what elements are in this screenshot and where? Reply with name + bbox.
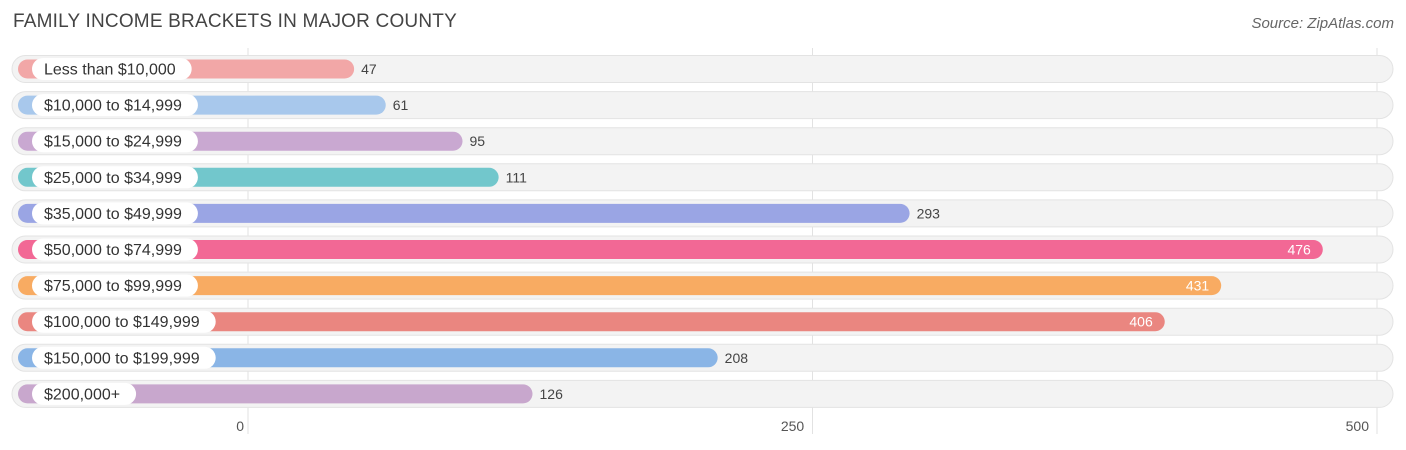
category-pill (32, 238, 198, 261)
category-label: $50,000 to $74,999 (44, 242, 182, 259)
x-tick-label: 250 (781, 418, 805, 434)
category-label: $10,000 to $14,999 (44, 98, 182, 115)
bar-row: $10,000 to $14,999 61 (11, 91, 1394, 120)
category-pill (32, 310, 216, 333)
value-label: 293 (917, 205, 941, 221)
bar (18, 276, 1222, 296)
chart-title: FAMILY INCOME BRACKETS IN MAJOR COUNTY (13, 11, 457, 32)
bar (18, 312, 1165, 332)
category-label: $25,000 to $34,999 (44, 170, 182, 187)
bar-row: $35,000 to $49,999 293 (11, 199, 1394, 228)
x-tick-label: 0 (236, 418, 244, 434)
category-pill (32, 130, 198, 153)
bar-row: $15,000 to $24,999 95 (11, 127, 1394, 156)
category-pill (32, 274, 198, 297)
value-label: 95 (470, 133, 486, 149)
bar-row: $200,000+ 126 (11, 379, 1394, 408)
value-label: 431 (1186, 278, 1210, 294)
category-label: $75,000 to $99,999 (44, 278, 182, 295)
bar (18, 384, 533, 404)
source-credit: Source: ZipAtlas.com (1251, 15, 1394, 32)
category-pill (32, 58, 192, 80)
category-label: $100,000 to $149,999 (44, 314, 200, 331)
category-pill (32, 202, 198, 225)
value-label: 61 (393, 97, 409, 113)
bar-row: $150,000 to $199,999 208 (11, 343, 1394, 372)
value-label: 111 (506, 169, 527, 185)
value-label: 126 (540, 386, 564, 402)
value-label: 47 (361, 61, 377, 77)
value-label: 208 (725, 350, 749, 366)
bar-row: $25,000 to $34,999 111 (11, 163, 1394, 192)
category-label: $150,000 to $199,999 (44, 350, 200, 367)
bar-row: $100,000 to $149,999 406 (11, 307, 1394, 336)
category-pill (32, 346, 216, 369)
bar-row: $75,000 to $99,999 431 (11, 271, 1394, 300)
value-label: 476 (1287, 242, 1311, 258)
x-tick-label: 500 (1346, 418, 1370, 434)
category-label: $15,000 to $24,999 (44, 134, 182, 151)
category-pill (32, 166, 198, 189)
value-label: 406 (1129, 314, 1153, 330)
row-track (11, 55, 1394, 83)
bar-rows: Less than $10,000 47$10,000 to $14,999 61$… (11, 55, 1394, 408)
category-pill (32, 382, 137, 405)
bar (18, 203, 910, 223)
bar (18, 240, 1323, 259)
category-label: Less than $10,000 (44, 62, 176, 79)
category-label: $35,000 to $49,999 (44, 206, 182, 223)
x-axis-ticks: 0 250 500 (236, 418, 1369, 434)
bar-row: $50,000 to $74,999 476 (11, 235, 1394, 264)
category-pill (32, 94, 198, 117)
bar-row: Less than $10,000 47 (11, 55, 1394, 83)
category-label: $200,000+ (44, 386, 120, 403)
